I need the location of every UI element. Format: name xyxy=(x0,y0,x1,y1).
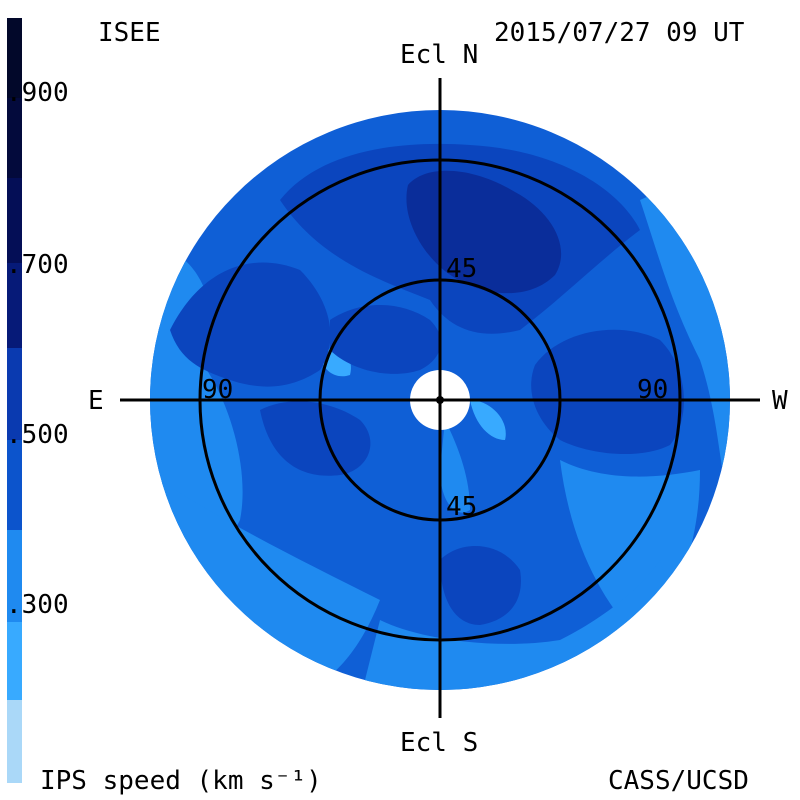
source-label: ISEE xyxy=(98,18,161,48)
legend-band xyxy=(7,700,22,783)
region-low-speed-inner xyxy=(440,420,470,513)
legend-band xyxy=(7,530,22,622)
legend-band xyxy=(7,18,22,98)
legend-band xyxy=(7,178,22,263)
region-mid-speed-southwest xyxy=(260,401,371,476)
ring-label-45-bottom: 45 xyxy=(446,492,478,522)
legend-band xyxy=(7,440,22,530)
region-high-speed-north-core xyxy=(406,170,562,294)
legend-bands xyxy=(7,18,22,783)
legend-tick-500: .500 xyxy=(6,420,69,450)
ring-label-45-top: 45 xyxy=(446,254,478,284)
legend-band xyxy=(7,98,22,178)
credit-label: CASS/UCSD xyxy=(608,766,749,796)
legend-band xyxy=(7,263,22,348)
direction-west-label: W xyxy=(772,386,788,416)
ring-label-90-left: 90 xyxy=(202,375,234,405)
region-mid-speed-south xyxy=(440,546,521,625)
legend-tick-900: .900 xyxy=(6,78,69,108)
legend-tick-300: .300 xyxy=(6,590,69,620)
ring-label-90-right: 90 xyxy=(637,375,669,405)
legend-title: IPS speed (km s⁻¹) xyxy=(40,766,322,796)
timestamp-label: 2015/07/27 09 UT xyxy=(494,18,745,48)
region-mid-speed-west xyxy=(531,329,684,455)
legend-band xyxy=(7,622,22,700)
legend-tick-700: .700 xyxy=(6,250,69,280)
direction-north-label: Ecl N xyxy=(400,40,479,70)
region-mid-speed-east xyxy=(170,262,331,387)
direction-east-label: E xyxy=(88,386,104,416)
sun-center-dot xyxy=(436,396,444,404)
direction-south-label: Ecl S xyxy=(400,728,479,758)
region-lowest-speed-inner xyxy=(470,400,506,440)
legend-band xyxy=(7,348,22,440)
region-mid-speed-center xyxy=(330,305,441,374)
